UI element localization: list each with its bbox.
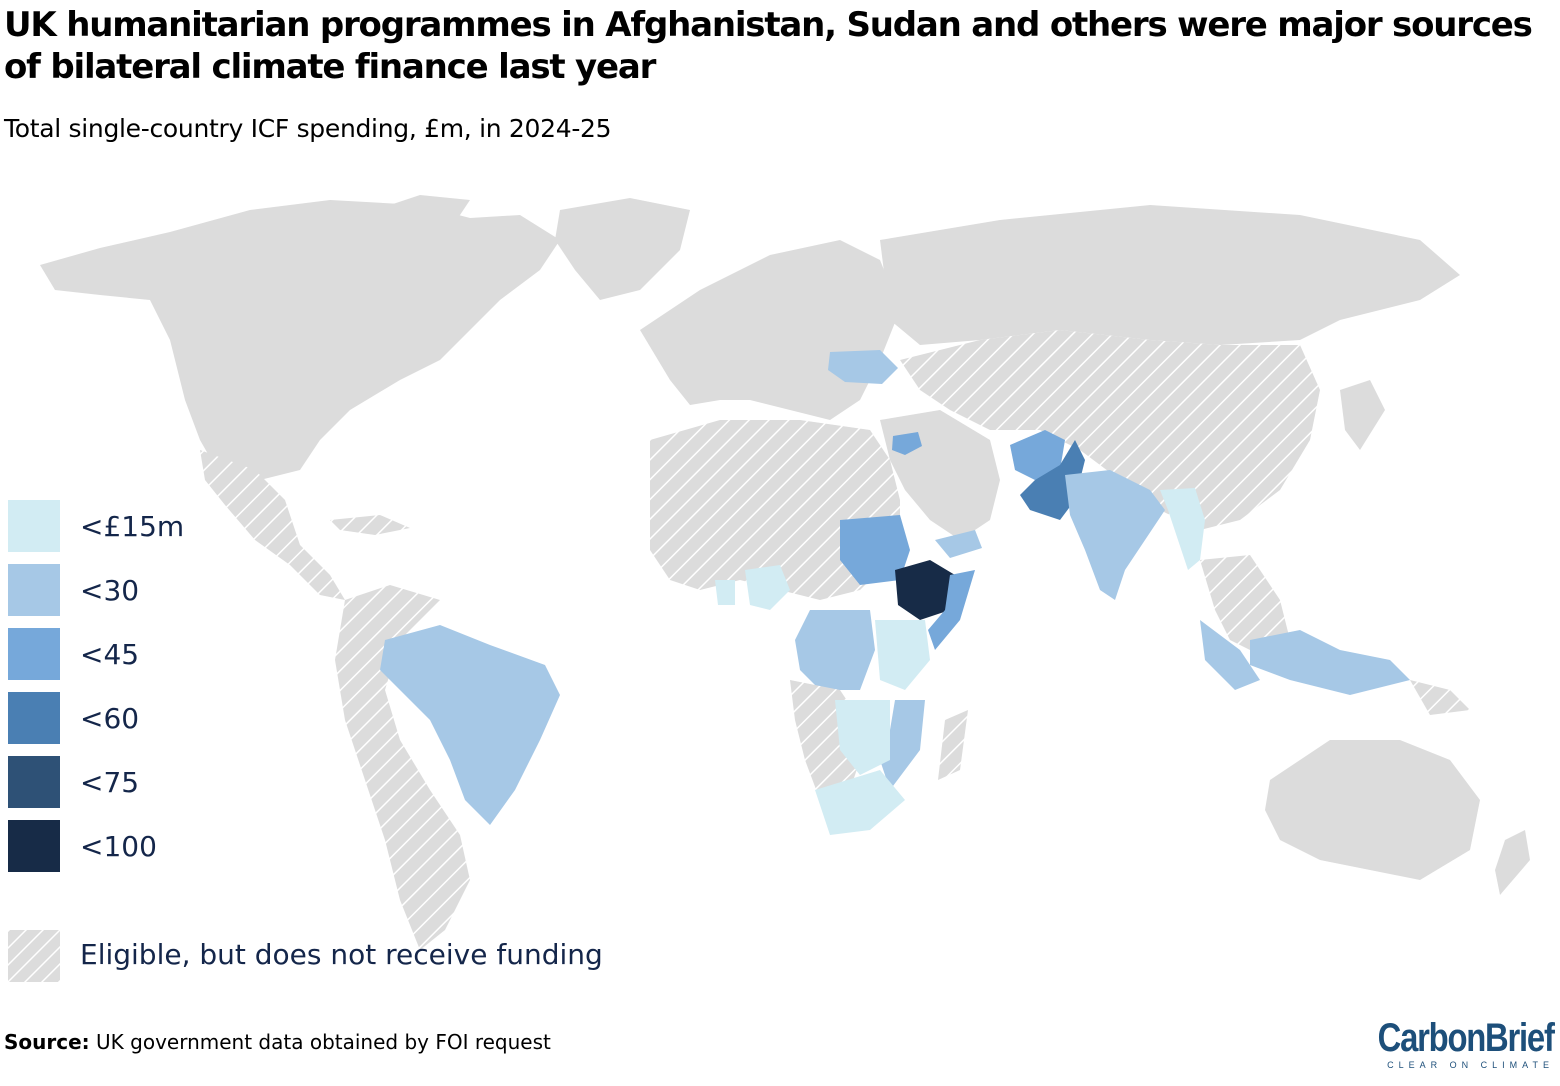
legend-swatch bbox=[8, 500, 60, 552]
mozambique bbox=[880, 700, 925, 790]
world-map bbox=[0, 160, 1560, 1020]
caribbean-islands bbox=[330, 515, 410, 535]
hatch-swatch bbox=[8, 930, 60, 982]
papua-new-guinea bbox=[1410, 680, 1470, 715]
source-text: UK government data obtained by FOI reque… bbox=[96, 1030, 551, 1054]
afghanistan bbox=[1010, 430, 1065, 480]
syria bbox=[892, 432, 922, 455]
legend-item-bin-5: <100 bbox=[8, 820, 268, 872]
source-label: Source: bbox=[4, 1030, 90, 1054]
russia-land bbox=[880, 205, 1460, 345]
yemen bbox=[935, 530, 982, 558]
legend-label-eligible: Eligible, but does not receive funding bbox=[80, 938, 603, 971]
chart-subtitle: Total single-country ICF spending, £m, i… bbox=[4, 114, 612, 143]
legend-item-bin-1: <30 bbox=[8, 564, 268, 616]
mexico-central-america bbox=[200, 450, 345, 600]
japan-land bbox=[1340, 380, 1385, 450]
north-america-land bbox=[40, 200, 560, 480]
source-note: Source: UK government data obtained by F… bbox=[4, 1030, 551, 1054]
australia-land bbox=[1265, 740, 1480, 880]
legend-swatch bbox=[8, 628, 60, 680]
chart-title: UK humanitarian programmes in Afghanista… bbox=[4, 5, 1533, 87]
legend-label: <30 bbox=[80, 574, 140, 607]
world-map-svg bbox=[40, 195, 1530, 950]
zambia-zimbabwe bbox=[835, 700, 890, 775]
central-africa-a bbox=[795, 610, 875, 690]
legend-label: <60 bbox=[80, 702, 140, 735]
legend-label: <100 bbox=[80, 830, 157, 863]
east-africa-a bbox=[875, 620, 930, 690]
carbonbrief-logo: CarbonBrief CLEAR ON CLIMATE bbox=[1339, 1016, 1555, 1070]
logo-tagline: CLEAR ON CLIMATE bbox=[1387, 1060, 1554, 1070]
brazil bbox=[380, 625, 560, 825]
india bbox=[1065, 470, 1165, 600]
south-africa bbox=[815, 770, 905, 835]
logo-wordmark: CarbonBrief bbox=[1377, 1016, 1555, 1060]
legend-item-bin-3: <60 bbox=[8, 692, 268, 744]
indonesia-west bbox=[1200, 620, 1260, 690]
legend-label: <£15m bbox=[80, 510, 185, 543]
sudan bbox=[840, 515, 910, 585]
legend-item-bin-2: <45 bbox=[8, 628, 268, 680]
legend-item-eligible: Eligible, but does not receive funding bbox=[8, 930, 708, 982]
southeast-asia bbox=[1200, 555, 1290, 655]
legend-swatch bbox=[8, 820, 60, 872]
south-america-west bbox=[335, 585, 470, 950]
nigeria bbox=[745, 565, 790, 610]
legend-label: <75 bbox=[80, 766, 140, 799]
legend-item-bin-0: <£15m bbox=[8, 500, 268, 552]
bangladesh-myanmar bbox=[1160, 488, 1205, 570]
arctic-islands-land bbox=[360, 195, 470, 240]
somalia bbox=[928, 570, 975, 650]
asia-eligible bbox=[900, 330, 1320, 530]
new-zealand-land bbox=[1495, 830, 1530, 895]
legend-swatch bbox=[8, 564, 60, 616]
africa-north-eligible bbox=[650, 420, 900, 600]
madagascar bbox=[938, 710, 968, 780]
ukraine bbox=[828, 350, 898, 384]
legend-swatch bbox=[8, 692, 60, 744]
indonesia-east bbox=[1250, 630, 1410, 695]
ethiopia bbox=[895, 560, 955, 620]
europe-land bbox=[640, 240, 900, 420]
ghana bbox=[715, 580, 735, 605]
legend-swatch bbox=[8, 756, 60, 808]
legend-item-bin-4: <75 bbox=[8, 756, 268, 808]
legend-label: <45 bbox=[80, 638, 140, 671]
greenland-land bbox=[555, 198, 690, 300]
